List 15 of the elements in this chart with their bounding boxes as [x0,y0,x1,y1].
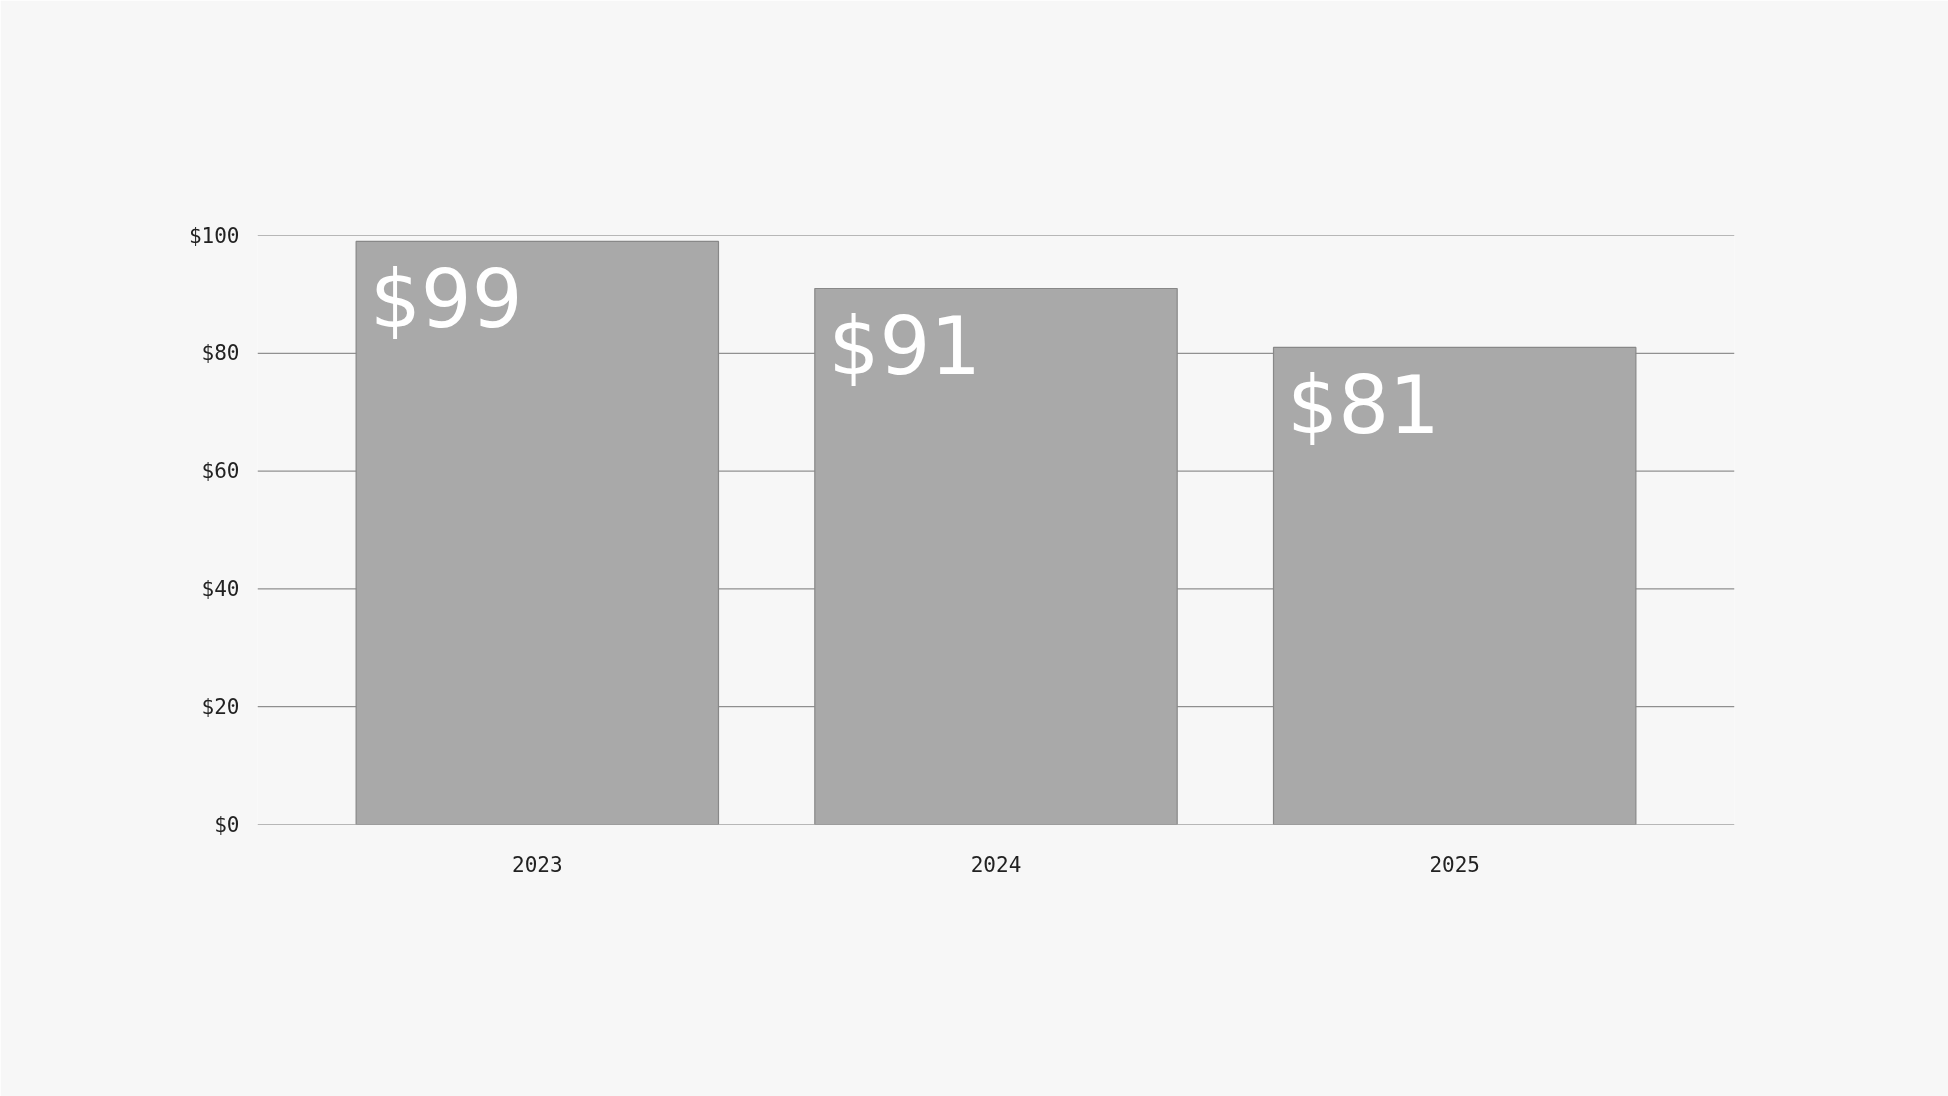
x-tick-label: 2025 [1429,852,1480,877]
bar [355,240,720,825]
y-tick-label: $80 [201,341,240,366]
y-tick-label: $40 [201,576,240,601]
y-tick-label: $0 [214,812,240,837]
x-tick-label: 2023 [512,852,563,877]
y-tick-label: $100 [188,223,240,248]
data-label: $99 [369,253,523,347]
y-tick-label: $60 [201,459,240,484]
y-tick-label: $20 [201,694,240,719]
bar [814,287,1178,825]
data-label: $81 [1287,359,1440,453]
x-tick-label: 2024 [970,852,1022,877]
bar [1272,346,1637,825]
data-label: $91 [828,300,982,394]
